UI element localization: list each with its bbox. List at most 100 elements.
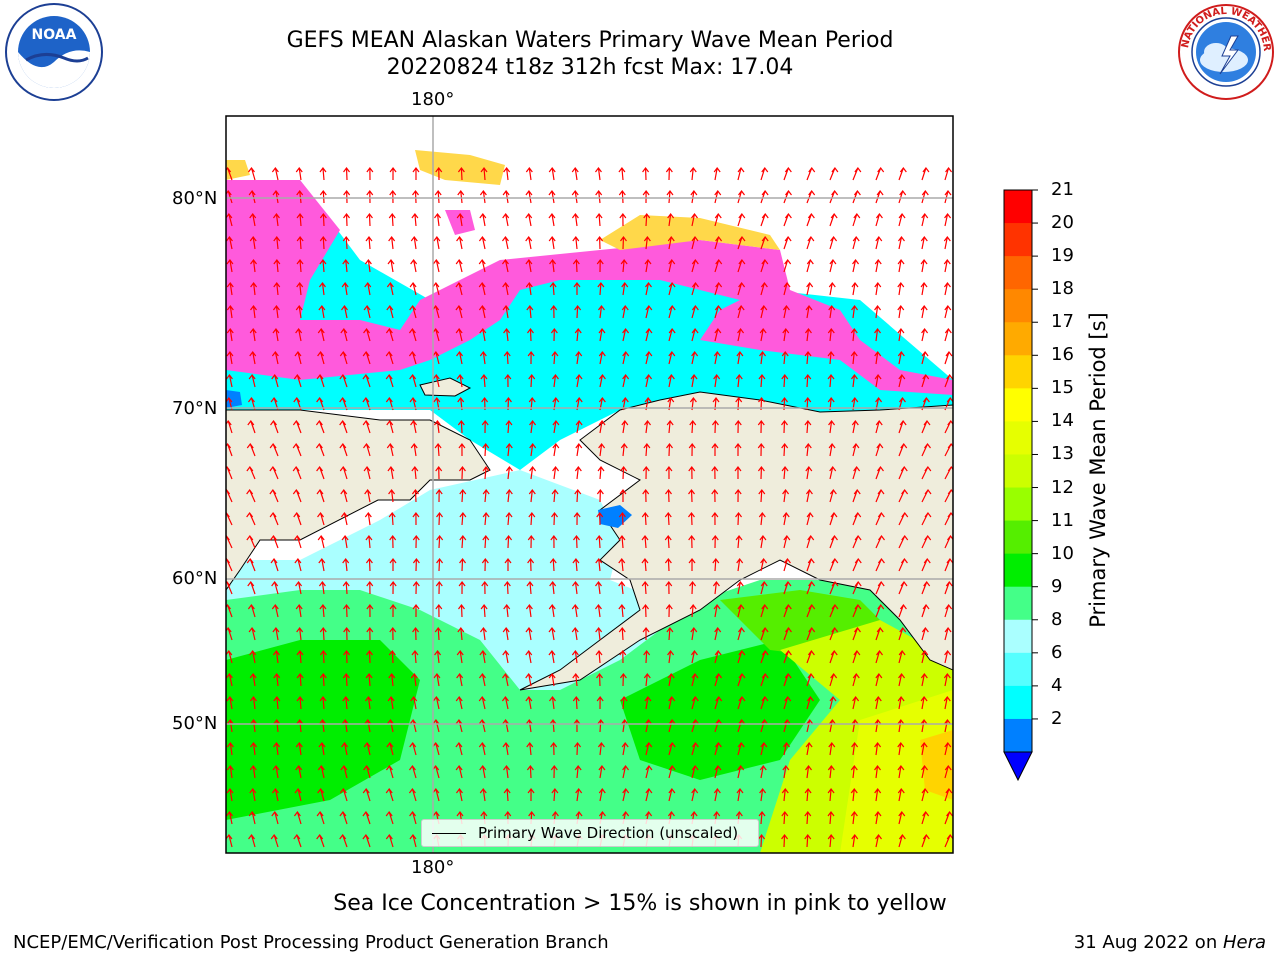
wave-arrow <box>920 742 928 756</box>
lat-label-80n: 80°N <box>172 188 218 209</box>
wave-arrow <box>226 673 233 687</box>
wave-arrow <box>249 765 257 779</box>
wave-arrow <box>782 489 790 503</box>
wave-arrow <box>271 374 279 388</box>
wave-arrow <box>667 236 675 250</box>
wave-arrow <box>459 558 467 572</box>
wave-arrow <box>875 535 885 549</box>
wave-arrow <box>315 420 325 434</box>
wave-arrow <box>364 489 372 503</box>
wave-arrow <box>412 512 420 526</box>
wave-arrow <box>618 167 626 181</box>
colorbar-segment <box>1004 322 1032 356</box>
wave-arrow <box>597 282 605 296</box>
wave-arrow <box>248 627 256 641</box>
wave-arrow <box>572 696 580 710</box>
wave-arrow <box>783 213 792 227</box>
colorbar-segment <box>1004 256 1032 290</box>
wave-arrow <box>412 581 420 595</box>
wave-arrow <box>478 236 486 250</box>
wave-arrow <box>574 742 582 756</box>
wave-arrow <box>944 650 952 664</box>
wave-arrow <box>296 190 304 204</box>
wave-arrow <box>412 627 420 641</box>
wave-arrow <box>572 581 579 595</box>
wave-arrow <box>828 420 836 434</box>
wave-arrow <box>478 305 486 319</box>
wave-arrow <box>622 788 630 802</box>
wave-arrow <box>691 351 699 365</box>
wave-arrow <box>713 351 721 365</box>
wave-arrow <box>920 305 928 319</box>
wave-arrow <box>711 535 719 549</box>
wave-arrow <box>691 673 699 687</box>
wave-arrow <box>343 627 351 641</box>
wave-arrow <box>432 719 440 733</box>
colorbar-segment <box>1004 586 1032 621</box>
wave-arrow <box>434 213 441 227</box>
wave-arrow <box>759 788 767 802</box>
wave-arrow <box>409 305 417 319</box>
wave-arrow <box>482 512 490 526</box>
wave-arrow <box>898 834 906 848</box>
map-frame <box>225 115 954 854</box>
wave-arrow <box>502 282 510 296</box>
colorbar-segment <box>1004 487 1032 522</box>
wave-arrow <box>363 742 371 756</box>
wave-arrow <box>388 489 396 503</box>
lat-label-60n: 60°N <box>172 568 218 589</box>
wave-arrow <box>898 236 905 250</box>
wave-arrow <box>481 581 489 595</box>
wave-arrow <box>944 443 953 457</box>
wave-arrow <box>714 673 723 687</box>
colorbar-segment <box>1004 718 1032 753</box>
wave-arrow <box>850 765 858 779</box>
colorbar-segment <box>1004 652 1032 687</box>
wave-arrow <box>760 558 768 572</box>
wave-arrow <box>479 351 487 365</box>
wave-arrow <box>527 351 535 365</box>
wave-arrow <box>688 443 696 457</box>
wave-arrow <box>248 834 256 848</box>
wave-arrow <box>269 512 279 526</box>
wave-arrow <box>249 650 257 664</box>
wave-arrow <box>270 535 279 549</box>
wave-arrow <box>385 351 394 365</box>
wave-arrow <box>595 650 603 664</box>
wave-arrow <box>501 673 509 687</box>
wave-arrow <box>292 466 302 480</box>
wave-arrow <box>850 788 858 802</box>
wave-arrow <box>596 259 604 273</box>
wave-arrow <box>226 328 234 342</box>
wave-arrow <box>248 190 256 204</box>
wave-arrow <box>529 466 537 480</box>
wave-arrow <box>272 328 280 342</box>
wave-arrow <box>690 627 698 641</box>
wave-arrow <box>714 765 722 779</box>
wave-arrow <box>339 443 348 457</box>
wave-arrow <box>596 696 604 710</box>
wave-arrow <box>362 811 371 825</box>
wave-arrow <box>364 282 372 296</box>
wave-arrow <box>366 604 374 618</box>
wave-arrow <box>759 535 767 549</box>
wave-arrow <box>318 558 326 572</box>
wave-arrow <box>805 765 813 779</box>
wave-arrow <box>618 190 626 204</box>
wave-arrow <box>480 374 488 388</box>
wave-arrow <box>525 167 533 181</box>
wave-arrow <box>737 259 746 273</box>
wave-arrow <box>272 305 280 319</box>
wave-arrow <box>898 627 907 641</box>
wave-arrow <box>525 259 533 273</box>
wave-arrow <box>781 811 789 825</box>
wave-arrow <box>269 443 279 457</box>
wave-arrow <box>503 167 511 181</box>
wave-arrow <box>412 604 420 618</box>
wave-arrow <box>783 627 792 641</box>
wave-arrow <box>411 650 419 664</box>
wave-arrow <box>571 190 579 204</box>
wave-arrow <box>271 351 279 365</box>
wave-arrow <box>874 374 882 388</box>
wave-arrow <box>691 213 698 227</box>
